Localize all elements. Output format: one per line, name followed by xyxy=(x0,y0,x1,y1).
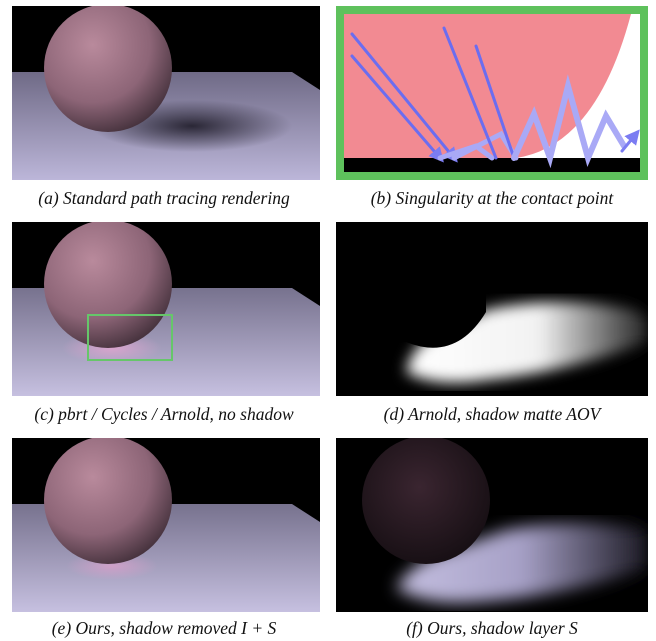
caption-f: (f) Ours, shadow layer S xyxy=(406,618,578,638)
caption-e: (e) Ours, shadow removed I + S xyxy=(51,618,277,638)
highlight-box xyxy=(87,314,173,361)
ray-paths xyxy=(350,26,640,169)
sphere xyxy=(44,222,172,348)
caption-c: (c) pbrt / Cycles / Arnold, no shadow xyxy=(34,404,294,424)
panel-b-diagram xyxy=(336,6,648,180)
panel-a-render xyxy=(12,6,320,180)
caption-d: (d) Arnold, shadow matte AOV xyxy=(383,404,601,424)
sphere xyxy=(44,6,172,132)
sphere-ghost xyxy=(362,438,490,564)
panel-c-render xyxy=(12,222,320,396)
ground-plane xyxy=(344,158,640,172)
sphere xyxy=(44,438,172,564)
shadow-layer xyxy=(396,523,648,603)
caption-b: (b) Singularity at the contact point xyxy=(370,188,614,208)
caption-a: (a) Standard path tracing rendering xyxy=(38,188,290,208)
panel-f-render xyxy=(336,438,648,612)
panel-d-render xyxy=(336,222,648,396)
panel-e-render xyxy=(12,438,320,612)
sphere-occluder xyxy=(336,222,486,352)
